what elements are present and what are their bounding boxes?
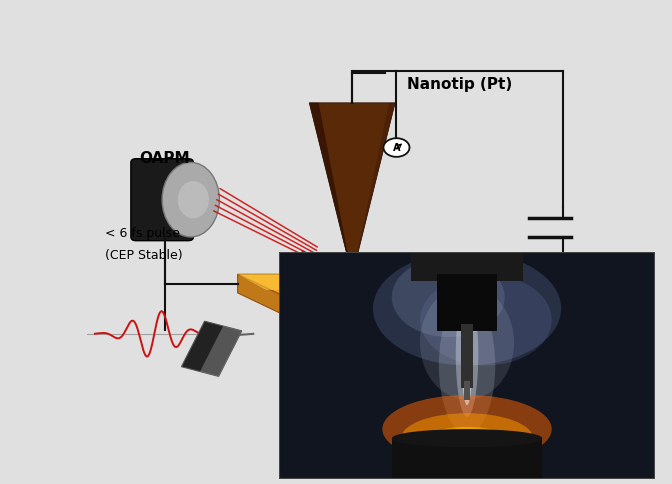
Text: Sample (Au): Sample (Au) bbox=[290, 313, 368, 325]
Ellipse shape bbox=[162, 163, 219, 237]
Bar bbox=[464, 381, 470, 400]
Ellipse shape bbox=[373, 252, 561, 365]
Bar bbox=[437, 274, 497, 331]
Ellipse shape bbox=[382, 395, 552, 463]
Ellipse shape bbox=[401, 413, 533, 463]
Circle shape bbox=[530, 268, 570, 296]
Text: $V_m\,\mathrm{sin}(\omega_m$: $V_m\,\mathrm{sin}(\omega_m$ bbox=[469, 312, 526, 326]
Bar bbox=[411, 252, 523, 281]
Text: A: A bbox=[392, 142, 401, 152]
Polygon shape bbox=[309, 103, 352, 276]
Ellipse shape bbox=[177, 181, 209, 218]
Circle shape bbox=[384, 138, 409, 157]
Text: < 6 fs pulse: < 6 fs pulse bbox=[105, 227, 179, 240]
Bar bbox=[462, 324, 472, 388]
FancyBboxPatch shape bbox=[131, 159, 194, 241]
Text: OAPM: OAPM bbox=[139, 151, 190, 166]
Ellipse shape bbox=[444, 438, 490, 461]
Polygon shape bbox=[238, 274, 284, 315]
Polygon shape bbox=[200, 326, 242, 377]
Polygon shape bbox=[181, 321, 242, 377]
Polygon shape bbox=[284, 297, 542, 315]
Polygon shape bbox=[238, 274, 360, 290]
Ellipse shape bbox=[462, 303, 472, 405]
Text: Nanotip (Pt): Nanotip (Pt) bbox=[407, 76, 512, 91]
Ellipse shape bbox=[392, 257, 505, 337]
Ellipse shape bbox=[439, 297, 495, 434]
Ellipse shape bbox=[420, 274, 552, 365]
Polygon shape bbox=[309, 103, 395, 276]
Ellipse shape bbox=[392, 429, 542, 447]
Text: (CEP Stable): (CEP Stable) bbox=[105, 249, 183, 262]
Ellipse shape bbox=[420, 427, 514, 463]
Bar bbox=[392, 438, 542, 479]
Ellipse shape bbox=[456, 291, 478, 417]
Ellipse shape bbox=[420, 286, 514, 400]
Polygon shape bbox=[352, 103, 395, 276]
Polygon shape bbox=[238, 274, 542, 297]
